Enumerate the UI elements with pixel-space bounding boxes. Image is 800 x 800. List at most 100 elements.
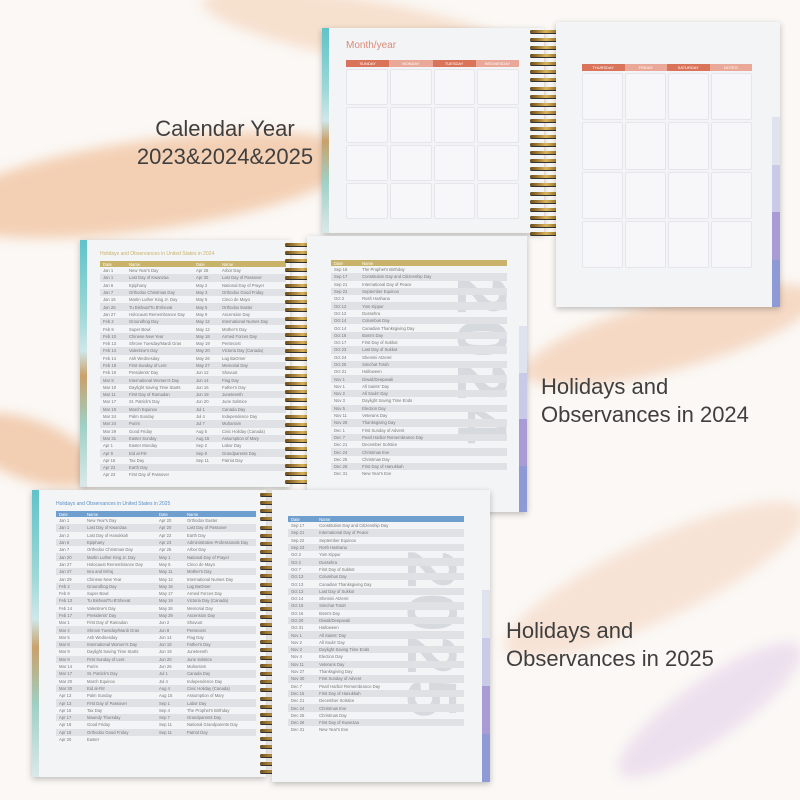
holiday-name: Assumption of Mary [187,693,225,699]
table-row: Sep 16 The Prophet's Birthday [331,266,507,273]
spiral-ring [285,332,320,336]
page-tab-strip [80,240,87,487]
holiday-name: Administrative Professionals Day [187,540,249,546]
holiday-date: Jan 7 [59,547,70,553]
calendar-day-cell[interactable] [346,107,388,143]
holiday-name: Christmas Eve [319,705,347,711]
calendar-day-cell[interactable] [346,183,388,219]
table-row: Mar 9 Daylight Saving Time Starts Jun 19 Ju… [56,648,256,655]
holiday-name: Valentine's Day [129,348,158,354]
table-row: Mar 20 March Equinox Jul 4 Independence Day [56,678,256,685]
holiday-name: Christmas Day [319,712,347,718]
calendar-day-cell[interactable] [477,69,519,105]
table-row: Feb 13 Shrove Tuesday/Mardi Gras May 19 Pen… [100,340,286,347]
calendar-day-cell[interactable] [711,122,752,170]
holiday-date: Aug 5 [195,428,207,434]
table-row: Oct 2 Dussehra [288,558,464,566]
holiday-name: Canadian Thanksgiving Day [319,581,372,587]
table-row: Jan 27 Isra and Mi'raj May 11 Mother's Day [56,568,256,576]
holiday-date: Oct 12 [334,303,347,309]
holiday-date: Jan 15 [103,297,116,303]
holiday-date: Oct 14 [291,596,304,602]
spiral-ring [285,373,320,377]
spiral-ring [530,54,562,58]
calendar-day-cell[interactable] [477,145,519,181]
calendar-day-cell[interactable] [582,73,623,121]
holiday-date: May 11 [159,569,173,575]
calendar-day-cell[interactable] [625,73,666,121]
holiday-date: Mar 8 [103,377,114,383]
holiday-name: Daylight Saving Time Ends [319,647,370,653]
calendar-day-cell[interactable] [389,69,432,105]
table-row: Mar 24 Palm Sunday Jul 4 Independence Day [100,413,286,420]
holiday-name: Independence Day [222,414,258,420]
holiday-date: Jul 1 [159,671,168,677]
calendar-day-cell[interactable] [433,183,476,219]
calendar-day-cell[interactable] [668,171,709,219]
calendar-day-cell[interactable] [389,145,432,181]
holiday-name: September Equinox [362,289,399,295]
holiday-name: First Sunday of Lent [129,363,167,368]
holiday-date: Oct 13 [291,588,304,594]
holiday-name: Thanksgiving Day [319,669,353,675]
table-row: Mar 31 Easter Sunday Aug 15 Assumption of M… [100,434,286,443]
spiral-ring [530,126,562,130]
calendar-day-cell[interactable] [711,171,752,219]
calendar-day-cell[interactable] [668,220,709,268]
calendar-day-cell[interactable] [433,69,476,105]
calendar-day-cell[interactable] [433,107,476,143]
calendar-day-cell[interactable] [582,171,623,219]
table-row: Feb 19 Presidents' Day Jun 12 Shavuot [100,369,286,376]
holiday-date: Jan 6 [59,540,70,546]
calendar-day-cell[interactable] [625,171,666,219]
holiday-name: The Prophet's Birthday [187,707,230,713]
calendar-day-cell[interactable] [433,145,476,181]
table-row: Jan 7 Orthodox Christmas Day May 3 Orthodox… [100,288,286,297]
calendar-day-cell[interactable] [477,183,519,219]
column-header: Name [87,511,99,517]
holiday-date: Mar 29 [103,428,117,434]
holiday-date: Mar 17 [103,399,117,405]
calendar-day-cell[interactable] [477,107,519,143]
calendar-day-cell[interactable] [668,122,709,170]
calendar-day-cell[interactable] [346,69,388,105]
holiday-date: Jun 8 [159,627,170,633]
spiral-ring [530,175,562,179]
section-tabs[interactable] [482,590,490,782]
holiday-date: May 29 [159,613,173,618]
holiday-date: Mar 9 [59,649,70,655]
table-row: Mar 1 First Day of Ramadan Jun 2 Shavuot [56,619,256,626]
calendar-day-cell[interactable] [711,73,752,121]
holiday-name: Shavuot [187,620,203,626]
page-tab-strip [322,28,329,233]
spiral-ring [530,118,562,122]
table-row: Apr 17 Maundy Thursday Sep 7 Grandparents D… [56,714,256,722]
spiral-ring [285,381,320,385]
table-row: Mar 17 St. Patrick's Day Jul 1 Canada Day [56,670,256,678]
holiday-date: Nov 1 [334,383,345,389]
table-row: Sep 23 Rosh Hashana [288,543,464,552]
holiday-name: Juneteenth [222,392,243,398]
calendar-day-cell[interactable] [389,183,432,219]
holiday-name: Father's Day [222,384,246,390]
calendar-day-cell[interactable] [582,122,623,170]
table-row: Jan 1 Last Day of Kwanzaa Apr 20 Last Day o… [56,524,256,532]
holiday-name: Simchat Torah [362,362,389,367]
table-row: Dec 24 Christmas Eve [331,448,507,456]
page-tab-strip [32,490,39,777]
calendar-day-cell[interactable] [711,220,752,268]
section-tabs[interactable] [772,117,780,307]
calendar-day-cell[interactable] [389,107,432,143]
holiday-name: Epiphany [87,540,105,546]
calendar-day-cell[interactable] [582,220,623,268]
calendar-day-cell[interactable] [625,122,666,170]
calendar-day-cell[interactable] [668,73,709,121]
holiday-date: Jun 2 [159,620,170,626]
calendar-day-cell[interactable] [625,220,666,268]
calendar-day-cell[interactable] [346,145,388,181]
section-tabs[interactable] [519,326,527,512]
holiday-date: Mar 14 [59,664,73,670]
calendar-left-page: Month/year SUNDAY MONDAY TUESDAY WEDNESDAY [322,28,544,233]
holiday-name: National Grandparents Day [187,722,238,728]
holiday-name: Maundy Thursday [87,715,121,721]
